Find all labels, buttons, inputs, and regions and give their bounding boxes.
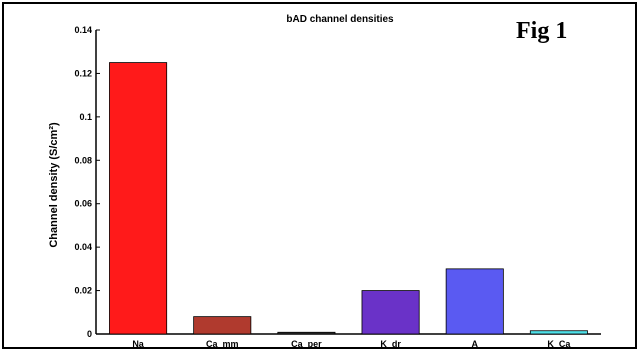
bar-na	[109, 62, 168, 335]
figure-frame	[2, 2, 637, 349]
y-tick-label: 0.04	[74, 242, 92, 252]
y-tick-label: 0.08	[74, 155, 92, 165]
figure-label: Fig 1	[516, 18, 568, 44]
y-tick-label: 0	[87, 329, 92, 339]
bars	[109, 62, 588, 335]
y-ticks: 0 0.02 0.04 0.06 0.08 0.1 0.12 0.14	[74, 25, 100, 339]
y-tick-label: 0.14	[74, 25, 92, 35]
y-tick-label: 0.02	[74, 286, 92, 296]
y-tick-label: 0.1	[79, 112, 92, 122]
x-tick-label: K_Ca	[547, 339, 571, 349]
y-tick-label: 0.12	[74, 68, 92, 78]
bar-ca-per	[277, 331, 336, 335]
y-tick-label: 0.06	[74, 199, 92, 209]
x-tick-labels: Na Ca_mm Ca_per K_dr A K_Ca	[132, 339, 571, 349]
axes	[95, 30, 601, 335]
x-tick-label: K_dr	[380, 339, 401, 349]
x-tick-label: Ca_per	[291, 339, 322, 349]
y-axis-label: Channel density (S/cm²)	[48, 122, 60, 248]
bar-ca-mm	[193, 316, 252, 335]
bar-k-ca	[529, 330, 588, 335]
x-tick-label: A	[472, 339, 479, 349]
chart-title: bAD channel densities	[286, 14, 394, 25]
bar-a	[445, 268, 504, 335]
x-tick-label: Ca_mm	[206, 339, 239, 349]
bar-k-dr	[361, 290, 420, 335]
x-tick-label: Na	[132, 339, 144, 349]
